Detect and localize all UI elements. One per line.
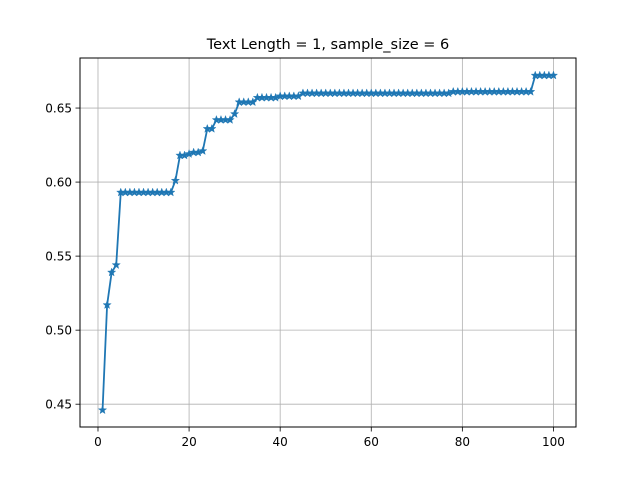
data-point-marker xyxy=(97,405,108,415)
data-point-marker xyxy=(107,267,117,277)
x-tick-label: 60 xyxy=(364,435,379,449)
y-tick-label: 0.45 xyxy=(45,398,72,412)
marker-layer xyxy=(97,70,559,415)
data-point-marker xyxy=(111,260,121,269)
data-point-marker xyxy=(207,123,217,133)
axes: 0 20 40 60 80 100 0.45 0.50 0.55 0.60 0.65 xyxy=(45,102,565,449)
data-point-marker xyxy=(102,300,112,309)
data-point-marker xyxy=(248,97,258,107)
x-tick-label: 100 xyxy=(542,435,565,449)
data-point-marker xyxy=(170,175,181,185)
chart-title: Text Length = 1, sample_size = 6 xyxy=(206,37,449,53)
data-point-marker xyxy=(225,115,235,124)
data-point-marker xyxy=(548,70,559,80)
data-point-marker xyxy=(198,146,208,155)
data-point-marker xyxy=(526,86,536,96)
y-tick-label: 0.60 xyxy=(45,176,72,190)
x-tick-label: 80 xyxy=(455,435,470,449)
grid-lines xyxy=(80,58,576,427)
x-tick-label: 0 xyxy=(94,435,102,449)
data-point-marker xyxy=(229,109,240,118)
data-point-marker xyxy=(166,187,176,197)
y-tick-label: 0.65 xyxy=(45,102,72,116)
plot-area-frame xyxy=(79,57,577,428)
x-tick-label: 40 xyxy=(273,435,288,449)
y-tick-label: 0.50 xyxy=(45,324,72,338)
y-tick-label: 0.55 xyxy=(45,250,72,264)
x-tick-label: 20 xyxy=(181,435,196,449)
